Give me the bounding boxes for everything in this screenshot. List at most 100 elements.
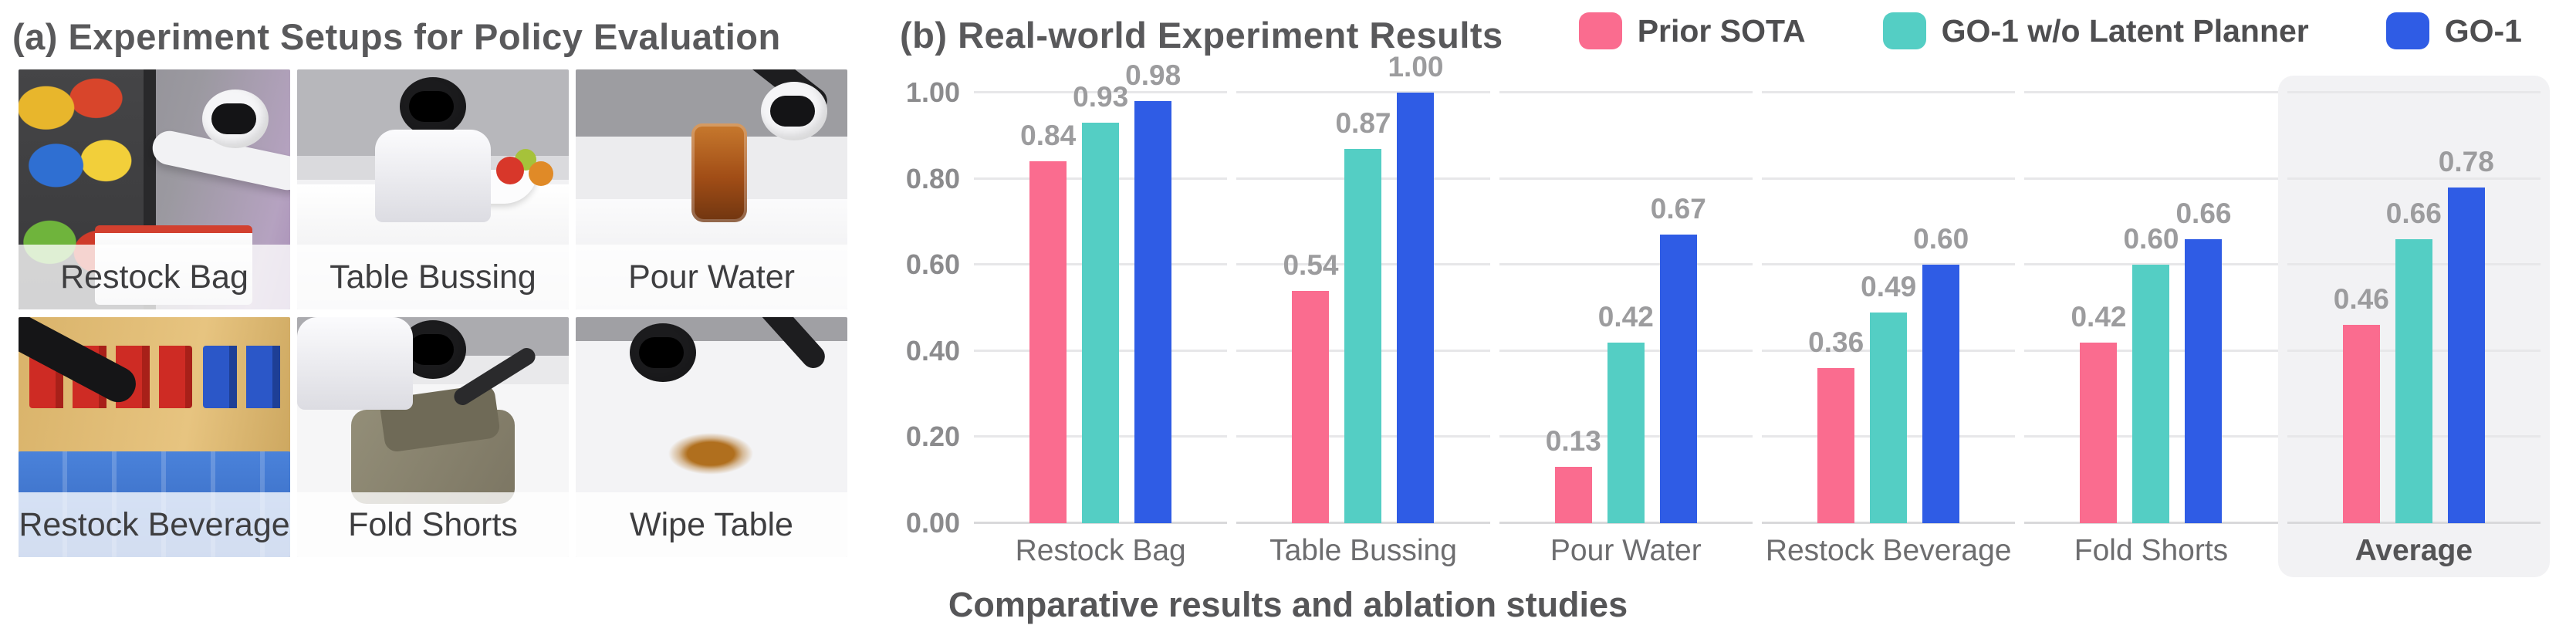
bar-slot: 1.00 [1388,51,1443,523]
panel-b-title: (b) Real-world Experiment Results [900,15,1503,56]
gridline [1761,263,2016,266]
bar-group: 0.46 0.66 0.78 [2287,93,2541,523]
bar-restock-beverage-prior-sota [1817,368,1855,523]
setup-label-table-bussing: Table Bussing [297,245,569,309]
chart-group-restock-bag: 0.84 0.93 0.98 Restock Bag [974,59,1228,567]
bar-fold-shorts-go-1-w-o-latent-planner [2132,265,2170,523]
photo-decoration [668,433,753,475]
photo-decoration [203,346,285,409]
chart-group-pour-water: 0.13 0.42 0.67 Pour Water [1499,91,1753,567]
bar-value-label: 0.93 [1073,81,1129,113]
photo-decoration [691,123,747,222]
y-tick-label: 1.00 [905,76,960,108]
setup-card-table-bussing: Table Bussing [297,69,569,309]
bar-average-prior-sota [2342,325,2380,523]
bar-value-label: 0.13 [1545,425,1601,458]
bar-restock-bag-go-1-w-o-latent-planner [1082,123,1120,523]
x-category-label-restock-bag: Restock Bag [1015,534,1186,567]
bar-slot: 0.13 [1546,93,1601,523]
bar-group: 0.54 0.87 1.00 [1236,51,1489,523]
gridline [1761,91,2016,93]
bar-group: 0.84 0.93 0.98 [974,59,1227,523]
bar-pour-water-prior-sota [1554,467,1592,523]
x-category-label-average: Average [2355,534,2473,567]
y-tick-label: 0.60 [905,248,960,281]
legend-label: Prior SOTA [1637,12,1806,49]
panel-a-title: (a) Experiment Setups for Policy Evaluat… [12,16,781,57]
x-category-label-restock-beverage: Restock Beverage [1765,534,2012,567]
bar-value-label: 0.60 [1913,223,1969,255]
y-tick-label: 0.40 [905,334,960,367]
setup-card-restock-bag: Restock Bag [19,69,290,309]
gridline [2024,263,2278,266]
bar-value-label: 0.78 [2438,145,2494,177]
bar-slot: 0.42 [2071,93,2126,523]
legend-label: GO-1 w/o Latent Planner [1941,12,2309,49]
bar-slot: 0.42 [1598,93,1654,523]
bar-slot: 0.36 [1808,93,1864,523]
legend-swatch-icon [1578,12,1622,49]
bar-slot: 0.60 [2123,93,2179,523]
robot-torso-icon [375,130,491,222]
setup-label-restock-beverage: Restock Beverage [19,492,290,557]
x-category-label-fold-shorts: Fold Shorts [2074,534,2229,567]
bar-value-label: 0.66 [2175,197,2232,229]
chart-group-restock-beverage: 0.36 0.49 0.60 Restock Beverage [1761,91,2016,567]
bar-value-label: 0.46 [2333,283,2389,316]
bar-slot: 0.60 [1913,93,1969,523]
robot-head-icon [630,323,696,382]
setup-label-restock-bag: Restock Bag [19,245,290,309]
gridline [1499,177,1753,180]
bar-value-label: 0.67 [1650,193,1706,225]
gridline [1761,177,2016,180]
chart-group-average: 0.46 0.66 0.78 Average [2277,76,2551,577]
x-category-label-pour-water: Pour Water [1550,534,1702,567]
bar-value-label: 0.36 [1808,326,1864,359]
chart-group-fold-shorts: 0.42 0.60 0.66 Fold Shorts [2024,91,2278,567]
bar-slot: 0.67 [1651,93,1706,523]
bar-table-bussing-prior-sota [1292,290,1330,523]
bar-restock-beverage-go-1 [1922,265,1960,523]
chart-plot: 0.84 0.93 0.98 Restock Bag 0.54 0.87 1.00 Table… [974,51,2551,577]
legend-item-1: Prior SOTA [1578,12,1806,49]
chart-group-table-bussing: 0.54 0.87 1.00 Table Bussing [1236,51,1490,567]
bar-group: 0.13 0.42 0.67 [1499,93,1753,523]
gridline [974,91,1228,93]
chart-y-axis: 0.00 0.20 0.40 0.60 0.80 1.00 [870,79,960,537]
setup-card-fold-shorts: Fold Shorts [297,317,569,557]
bar-pour-water-go-1-w-o-latent-planner [1607,342,1645,523]
gridline [1236,91,1490,93]
bar-slot: 0.46 [2334,93,2389,523]
setup-label-fold-shorts: Fold Shorts [297,492,569,557]
legend-swatch-icon [1882,12,1926,49]
setup-card-wipe-table: Wipe Table [576,317,847,557]
setup-grid: Restock Bag Table Bussing Pour Water Restoc… [19,69,847,557]
setup-label-pour-water: Pour Water [576,245,847,309]
bar-pour-water-go-1 [1659,235,1697,523]
bar-group: 0.42 0.60 0.66 [2024,93,2277,523]
bar-value-label: 0.84 [1020,120,1077,152]
bar-average-go-1-w-o-latent-planner [2395,238,2432,523]
legend-item-3: GO-1 [2385,12,2522,49]
setup-card-restock-beverage: Restock Beverage [19,317,290,557]
setup-card-pour-water: Pour Water [576,69,847,309]
gridline [2287,91,2541,93]
legend-label: GO-1 [2444,12,2522,49]
gridline [1499,263,1753,266]
bar-value-label: 0.87 [1335,106,1391,139]
bar-value-label: 0.42 [1597,300,1654,333]
y-tick-label: 0.00 [905,507,960,539]
legend-item-2: GO-1 w/o Latent Planner [1882,12,2309,49]
bar-group: 0.36 0.49 0.60 [1762,93,2015,523]
bar-slot: 0.98 [1125,59,1181,523]
gridline [1499,91,1753,93]
bar-slot: 0.78 [2439,93,2494,523]
bar-fold-shorts-go-1 [2185,238,2223,523]
bar-restock-bag-go-1 [1134,101,1172,523]
x-category-label-table-bussing: Table Bussing [1269,534,1457,567]
bar-value-label: 0.42 [2071,300,2127,333]
bar-value-label: 0.49 [1861,270,1917,302]
bar-table-bussing-go-1 [1397,93,1435,523]
bar-slot: 0.66 [2386,93,2442,523]
